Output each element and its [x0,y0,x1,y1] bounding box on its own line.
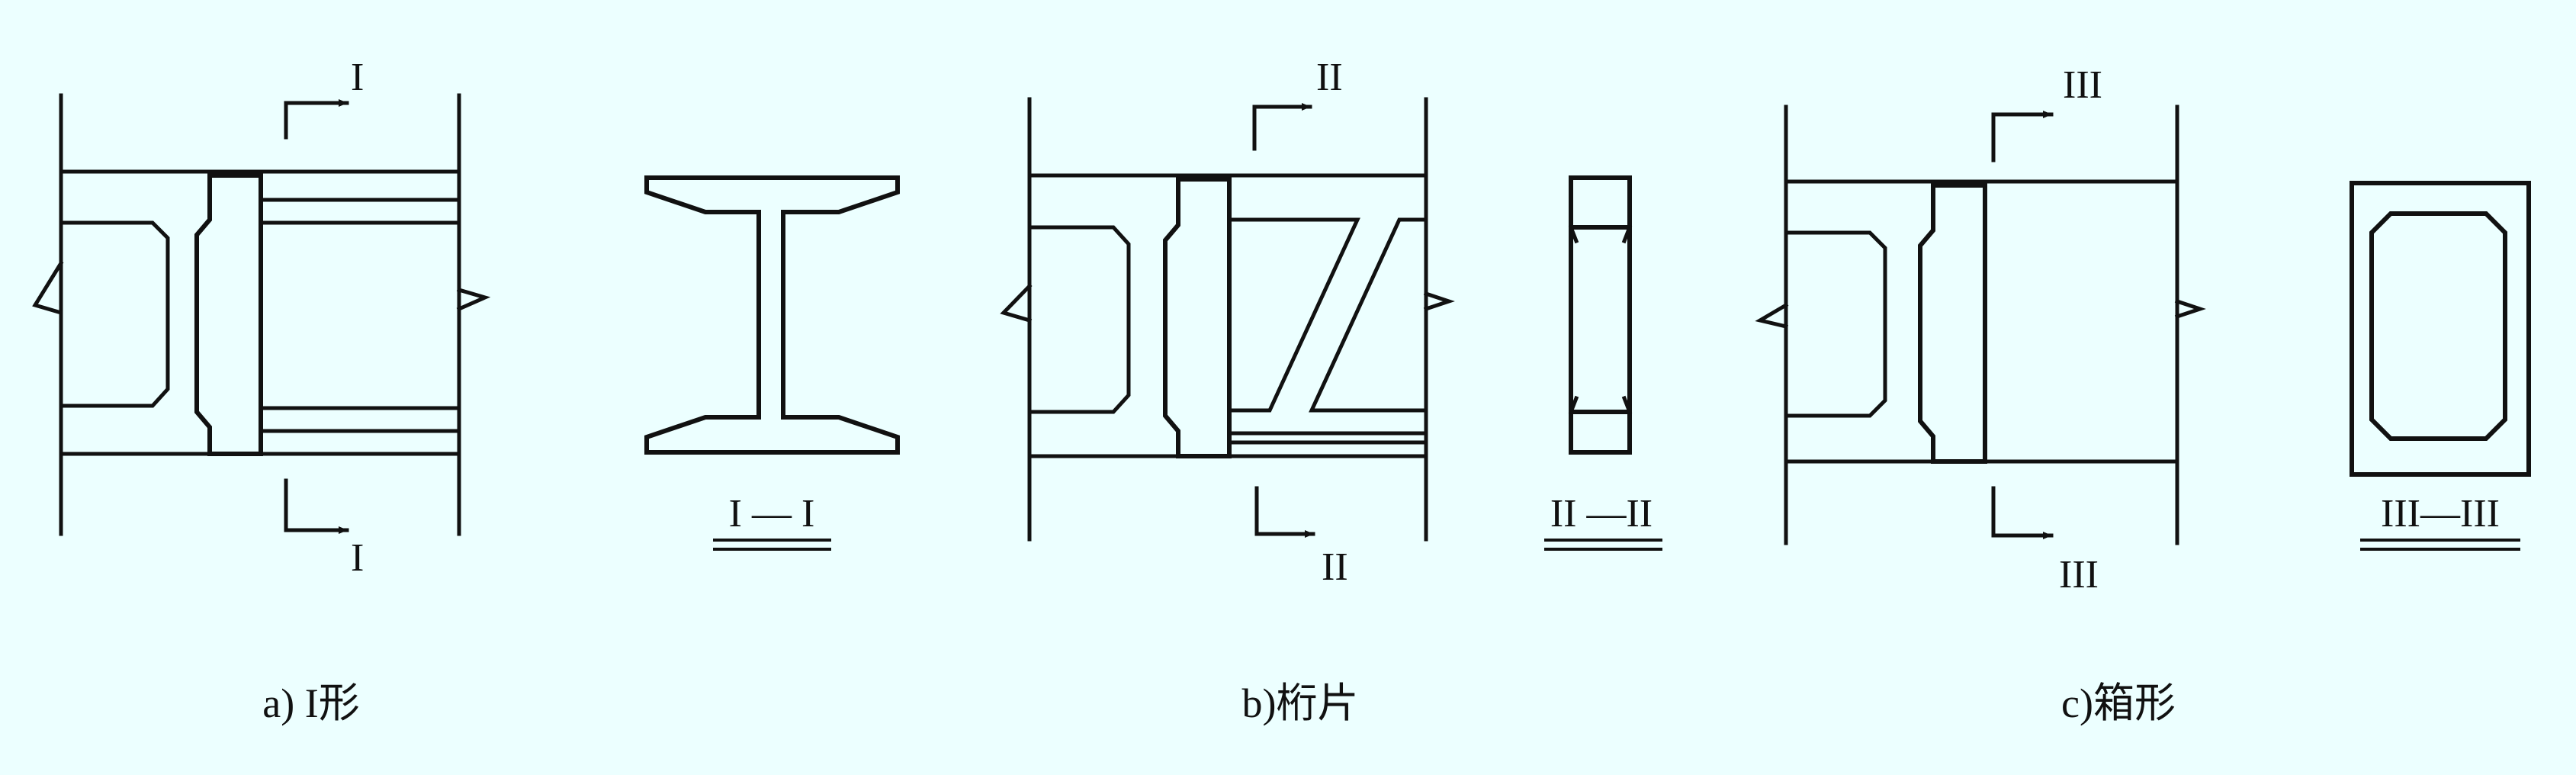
section-title-ii: II —II [1550,492,1653,535]
diagram-c-box-type: III III [1755,63,2206,597]
section-label-ii-top: II [1316,56,1343,99]
section-ii-ii: II —II [1544,175,1662,551]
opening-b [1027,225,1131,414]
column-c-dotted [1918,183,1987,464]
section-arrow-bottom-b [1254,486,1315,538]
truss-diagonal-left [1227,217,1360,413]
section-arrow-bottom-a [284,478,349,534]
truss-section-top-chord [1569,175,1632,230]
column-b-dotted [1163,177,1232,458]
truss-diagonal-right [1309,217,1428,413]
section-arrow-top-b [1252,103,1312,151]
truss-section-bottom-chord [1569,410,1632,455]
diagram-b-truss-piece: II II [1000,56,1455,589]
box-section-shape [2350,181,2531,477]
section-label-ii-bottom: II [1322,545,1348,589]
i-beam-shape [644,175,900,455]
caption-c: c)箱形 [2061,680,2176,726]
section-arrow-top-c [1991,111,2054,162]
section-i-i: I — I [644,175,900,551]
section-label-iii-top: III [2063,63,2102,107]
column-a-dotted [194,173,263,456]
section-label-iii-bottom: III [2059,553,2099,597]
diagram-a-i-type: I I [32,56,491,580]
section-arrow-bottom-c [1991,486,2054,539]
section-title-iii: III—III [2381,492,2500,535]
section-iii-iii: III—III [2350,181,2531,551]
opening-c [1784,230,1887,418]
section-label-i-bottom: I [351,536,364,580]
section-label-i-top: I [351,56,364,99]
caption-a: a) I形 [262,680,359,726]
section-arrow-top-a [284,99,349,140]
caption-b: b)桁片 [1242,680,1359,726]
section-title-i: I — I [729,492,815,535]
opening-a [59,220,170,408]
